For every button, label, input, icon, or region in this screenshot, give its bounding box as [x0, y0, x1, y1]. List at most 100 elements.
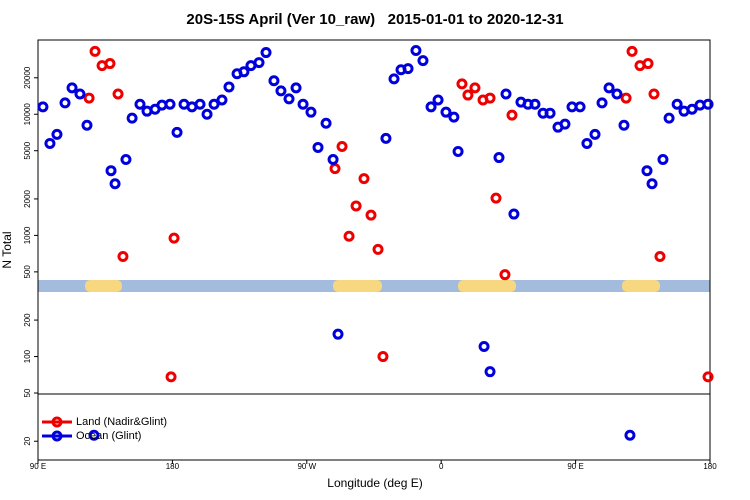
- plot-frame: [37, 39, 711, 461]
- point: [626, 45, 638, 57]
- point: [290, 82, 302, 94]
- y-tick-label: 10000: [23, 103, 32, 126]
- point: [165, 371, 177, 383]
- point: [589, 128, 601, 140]
- chart-title: 20S-15S April (Ver 10_raw) 2015-01-01 to…: [186, 11, 563, 28]
- point: [336, 140, 348, 152]
- point: [83, 92, 95, 104]
- point: [402, 63, 414, 75]
- point: [654, 250, 666, 262]
- point: [544, 107, 556, 119]
- y-tick-label: 2000: [23, 189, 32, 207]
- point: [657, 154, 669, 166]
- y-tick-label: 5000: [23, 141, 32, 159]
- point: [648, 88, 660, 100]
- point: [574, 101, 586, 113]
- point: [358, 173, 370, 185]
- point: [620, 92, 632, 104]
- point: [89, 45, 101, 57]
- point: [603, 82, 615, 94]
- x-tick-label: 180: [166, 462, 180, 471]
- point: [120, 154, 132, 166]
- point: [171, 126, 183, 138]
- point: [109, 178, 121, 190]
- point: [440, 106, 452, 118]
- point: [702, 98, 714, 110]
- point: [478, 341, 490, 353]
- point: [126, 112, 138, 124]
- point: [164, 98, 176, 110]
- legend-marker: [51, 416, 63, 428]
- point: [611, 88, 623, 100]
- point: [372, 243, 384, 255]
- point: [559, 118, 571, 130]
- land-mask-strip: [38, 280, 710, 292]
- x-tick-label: 0: [439, 462, 444, 471]
- point: [51, 128, 63, 140]
- point: [105, 165, 117, 177]
- point: [646, 178, 658, 190]
- point: [194, 98, 206, 110]
- point: [305, 106, 317, 118]
- y-tick-label: 20: [23, 436, 32, 445]
- point: [350, 200, 362, 212]
- point: [37, 101, 49, 113]
- point: [208, 98, 220, 110]
- point: [671, 98, 683, 110]
- y-axis-label: N Total: [0, 231, 14, 268]
- y-tick-label: 20000: [23, 66, 32, 89]
- point: [490, 192, 502, 204]
- y-tick-label: 1000: [23, 226, 32, 244]
- point: [448, 111, 460, 123]
- point: [201, 108, 213, 120]
- point: [499, 269, 511, 281]
- point: [238, 66, 250, 78]
- point: [332, 328, 344, 340]
- point: [297, 98, 309, 110]
- point: [702, 371, 714, 383]
- legend-label: Land (Nadir&Glint): [76, 416, 167, 428]
- point: [223, 81, 235, 93]
- y-tick-label: 200: [23, 313, 32, 327]
- y-tick-label: 100: [23, 349, 32, 363]
- point: [88, 429, 100, 441]
- point: [432, 94, 444, 106]
- point: [343, 230, 355, 242]
- legend-marker: [51, 430, 63, 442]
- point: [493, 152, 505, 164]
- point: [624, 429, 636, 441]
- x-axis-label: Longitude (deg E): [327, 476, 422, 490]
- point: [529, 98, 541, 110]
- point: [216, 94, 228, 106]
- point: [327, 154, 339, 166]
- point: [484, 92, 496, 104]
- point: [253, 57, 265, 69]
- point: [66, 82, 78, 94]
- point: [312, 141, 324, 153]
- point: [44, 137, 56, 149]
- point: [268, 75, 280, 87]
- point: [74, 88, 86, 100]
- point: [388, 73, 400, 85]
- point: [81, 119, 93, 131]
- point: [452, 145, 464, 157]
- point: [642, 58, 654, 70]
- point: [581, 137, 593, 149]
- point: [320, 117, 332, 129]
- point: [686, 103, 698, 115]
- point: [365, 209, 377, 221]
- point: [377, 351, 389, 363]
- point: [104, 58, 116, 70]
- legend-label: Ocean (Glint): [76, 430, 141, 442]
- point: [283, 93, 295, 105]
- point: [425, 101, 437, 113]
- point: [380, 132, 392, 144]
- y-tick-label: 500: [23, 265, 32, 279]
- point: [410, 44, 422, 56]
- point: [663, 112, 675, 124]
- point: [260, 47, 272, 59]
- x-tick-label: 90 W: [297, 462, 316, 471]
- point: [500, 88, 512, 100]
- point: [275, 85, 287, 97]
